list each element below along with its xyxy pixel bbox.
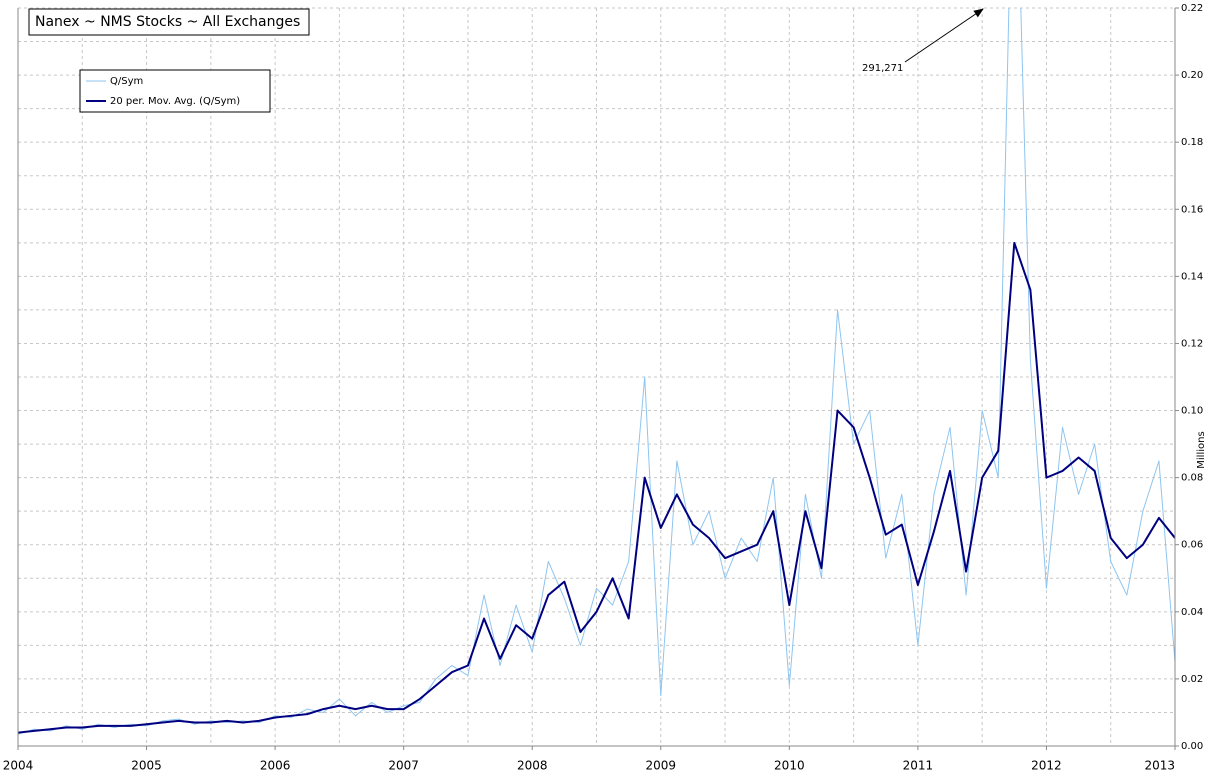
- x-tick-label: 2009: [646, 759, 677, 773]
- x-tick-label: 2004: [3, 759, 34, 773]
- y-tick-label: 0.02: [1181, 674, 1203, 685]
- y-tick-label: 0.22: [1181, 3, 1203, 14]
- y-tick-label: 0.18: [1181, 137, 1203, 148]
- x-tick-label: 2007: [388, 759, 419, 773]
- title-box: [28, 8, 310, 36]
- chart-title: Nanex ~ NMS Stocks ~ All Exchanges: [35, 14, 300, 30]
- series-line: [18, 8, 1175, 735]
- x-tick-label: 2012: [1031, 759, 1062, 773]
- grid: 0.00 0.02 0.04 0.06 0.08 0.10 0.12 0.14 0.16 0.18…: [3, 3, 1204, 773]
- y-tick-label: 0.04: [1181, 607, 1203, 618]
- y-tick-label: 0.00: [1181, 741, 1203, 752]
- y-tick-label: 0.06: [1181, 540, 1203, 551]
- x-tick-label: 2011: [903, 759, 934, 773]
- series-line: [18, 241, 1175, 734]
- x-tick-label: 2006: [260, 759, 291, 773]
- legend-items: Q/Sym 20 per. Mov. Avg. (Q/Sym): [86, 76, 240, 107]
- y-tick-label: 0.16: [1181, 204, 1203, 215]
- x-tick-label: 2005: [131, 759, 162, 773]
- y-tick-label: 0.20: [1181, 70, 1203, 81]
- y-tick-label: 0.12: [1181, 338, 1203, 349]
- y-tick-label: 0.10: [1181, 406, 1203, 417]
- series: [18, 8, 1175, 735]
- x-tick-label: 2010: [774, 759, 805, 773]
- annotation: 291,271: [862, 63, 903, 74]
- y-tick-label: 0.14: [1181, 271, 1203, 282]
- annotation-arrow: [904, 8, 984, 63]
- legend-label: 20 per. Mov. Avg. (Q/Sym): [110, 96, 240, 107]
- legend: [79, 69, 271, 113]
- legend-label: Q/Sym: [110, 76, 143, 87]
- y-axis-label: Millions: [1196, 431, 1207, 468]
- y-tick-label: 0.08: [1181, 473, 1203, 484]
- x-tick-label: 2008: [517, 759, 548, 773]
- x-tick-label: 2013: [1144, 759, 1175, 773]
